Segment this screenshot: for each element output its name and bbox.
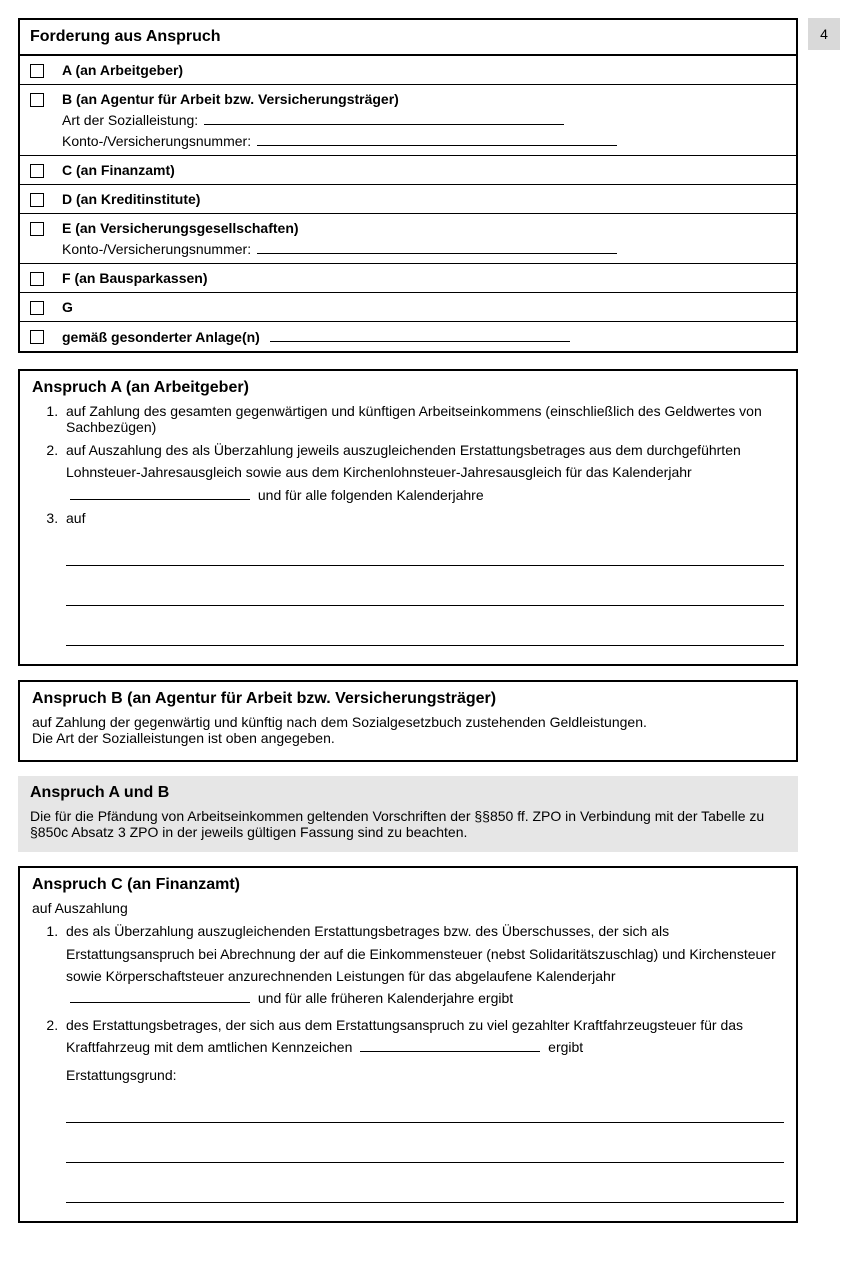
anspruch-ab-title: Anspruch A und B [30, 784, 786, 802]
checkbox-b[interactable] [30, 93, 44, 107]
anspruch-a-item3: auf [62, 510, 784, 646]
input-c-kennzeichen[interactable] [360, 1038, 540, 1052]
anspruch-c-i1-pre: des als Überzahlung auszugleichenden Ers… [66, 923, 776, 984]
anspruch-a-item1: auf Zahlung des gesamten gegenwärtigen u… [62, 403, 784, 435]
checkbox-a[interactable] [30, 64, 44, 78]
checkbox-anlage[interactable] [30, 330, 44, 344]
page-number: 4 [808, 18, 840, 50]
label-e: E (an Versicherungsgesellschaften) [62, 220, 299, 236]
anspruch-ab-box: Anspruch A und B Die für die Pfändung vo… [18, 776, 798, 852]
input-a-kalenderjahr[interactable] [70, 486, 250, 500]
checkbox-g[interactable] [30, 301, 44, 315]
forderung-title: Forderung aus Anspruch [20, 20, 796, 55]
input-c-kalenderjahr[interactable] [70, 989, 250, 1003]
input-e-kontonr[interactable] [257, 240, 617, 254]
anspruch-a-item2: auf Auszahlung des als Überzahlung jewei… [62, 439, 784, 506]
forderung-row-g: G [20, 292, 796, 321]
anspruch-a-i2-post: und für alle folgenden Kalenderjahre [258, 487, 484, 503]
label-e-sub1: Konto-/Versicherungsnummer: [62, 241, 251, 257]
label-b-sub2: Konto-/Versicherungsnummer: [62, 133, 251, 149]
anspruch-b-text2: Die Art der Sozialleistungen ist oben an… [32, 730, 784, 746]
anspruch-c-title: Anspruch C (an Finanzamt) [32, 876, 784, 894]
checkbox-c[interactable] [30, 164, 44, 178]
anspruch-ab-text: Die für die Pfändung von Arbeitseinkomme… [30, 808, 786, 840]
input-c-grund1[interactable] [66, 1101, 784, 1123]
anspruch-a-box: Anspruch A (an Arbeitgeber) auf Zahlung … [18, 369, 798, 666]
input-b-sozialleistung[interactable] [204, 111, 564, 125]
input-b-kontonr[interactable] [257, 132, 617, 146]
anspruch-b-text1: auf Zahlung der gegenwärtig und künftig … [32, 714, 784, 730]
forderung-row-e: E (an Versicherungsgesellschaften) Konto… [20, 213, 796, 263]
label-g: G [62, 299, 73, 315]
label-d: D (an Kreditinstitute) [62, 191, 200, 207]
anspruch-c-i2-line3: Erstattungsgrund: [66, 1067, 784, 1083]
anspruch-a-i2-pre: auf Auszahlung des als Überzahlung jewei… [66, 442, 741, 480]
label-a: A (an Arbeitgeber) [62, 62, 183, 78]
forderung-row-f: F (an Bausparkassen) [20, 263, 796, 292]
checkbox-e[interactable] [30, 222, 44, 236]
label-b: B (an Agentur für Arbeit bzw. Versicheru… [62, 91, 399, 107]
anspruch-c-i1-post: und für alle früheren Kalenderjahre ergi… [258, 990, 513, 1006]
anspruch-c-box: Anspruch C (an Finanzamt) auf Auszahlung… [18, 866, 798, 1222]
anspruch-c-intro: auf Auszahlung [32, 900, 784, 916]
label-anlage: gemäß gesonderter Anlage(n) [62, 329, 260, 345]
anspruch-c-item2: des Erstattungsbetrages, der sich aus de… [62, 1014, 784, 1203]
forderung-row-b: B (an Agentur für Arbeit bzw. Versicheru… [20, 84, 796, 155]
forderung-section: Forderung aus Anspruch A (an Arbeitgeber… [18, 18, 798, 353]
forderung-row-c: C (an Finanzamt) [20, 155, 796, 184]
input-anlage[interactable] [270, 328, 570, 342]
checkbox-f[interactable] [30, 272, 44, 286]
input-c-grund2[interactable] [66, 1141, 784, 1163]
input-a-free3[interactable] [66, 624, 784, 646]
anspruch-a-title: Anspruch A (an Arbeitgeber) [32, 379, 784, 397]
anspruch-b-title: Anspruch B (an Agentur für Arbeit bzw. V… [32, 690, 784, 708]
input-a-free2[interactable] [66, 584, 784, 606]
input-c-grund3[interactable] [66, 1181, 784, 1203]
label-b-sub1: Art der Sozialleistung: [62, 112, 198, 128]
anspruch-a-i3: auf [66, 510, 85, 526]
checkbox-d[interactable] [30, 193, 44, 207]
forderung-row-anlage: gemäß gesonderter Anlage(n) [20, 321, 796, 351]
anspruch-c-item1: des als Überzahlung auszugleichenden Ers… [62, 920, 784, 1010]
forderung-row-d: D (an Kreditinstitute) [20, 184, 796, 213]
anspruch-b-box: Anspruch B (an Agentur für Arbeit bzw. V… [18, 680, 798, 762]
forderung-row-a: A (an Arbeitgeber) [20, 55, 796, 84]
anspruch-c-i2-post: ergibt [548, 1039, 583, 1055]
label-f: F (an Bausparkassen) [62, 270, 208, 286]
label-c: C (an Finanzamt) [62, 162, 175, 178]
input-a-free1[interactable] [66, 544, 784, 566]
